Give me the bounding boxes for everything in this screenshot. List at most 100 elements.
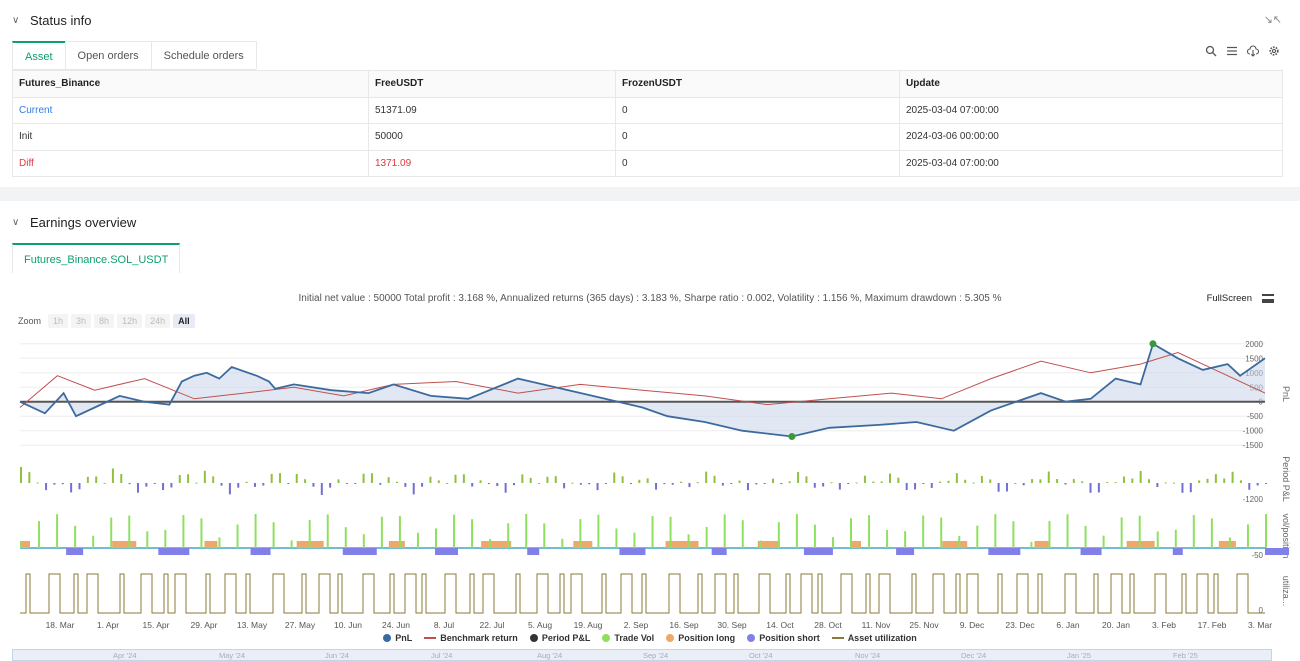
cell-free: 51371.09	[368, 96, 616, 124]
trade-vol-bar	[435, 528, 437, 548]
period-bar	[1181, 483, 1184, 493]
period-bar	[320, 483, 323, 495]
cloud-download-icon[interactable]	[1247, 45, 1259, 57]
period-bar	[170, 483, 173, 488]
period-bar	[905, 483, 908, 490]
col-free-usdt: FreeUSDT	[368, 70, 616, 98]
period-bar	[212, 476, 215, 483]
period-bar	[1114, 482, 1117, 484]
x-tick-label: 28. Oct	[814, 620, 842, 630]
period-bar	[621, 476, 624, 483]
navigator-label: Jan '25	[1067, 651, 1091, 660]
search-icon[interactable]	[1205, 45, 1217, 57]
position-short-bar	[619, 548, 646, 555]
legend-item-period-pnl[interactable]: Period P&L	[529, 633, 590, 643]
zoom-3h-button[interactable]: 3h	[71, 314, 92, 328]
position-long-bar	[757, 541, 780, 548]
period-bar	[270, 473, 273, 483]
period-bar	[1265, 483, 1267, 484]
trade-vol-bar	[1048, 521, 1051, 548]
trade-vol-bar	[1138, 515, 1141, 548]
legend-item-pnl[interactable]: PnL	[383, 633, 412, 643]
pnl-line	[19, 342, 1266, 438]
period-bar	[1139, 471, 1142, 483]
legend-item-position-short[interactable]: Position short	[747, 633, 820, 643]
period-bar	[964, 479, 967, 483]
tab-asset[interactable]: Asset	[12, 41, 66, 69]
trade-vol-bar	[398, 516, 401, 548]
x-tick-label: 17. Feb	[1198, 620, 1227, 630]
pnl-axis-title: PnL	[1281, 386, 1291, 402]
period-bar	[972, 482, 975, 484]
trade-vol-bar	[597, 514, 600, 548]
trade-vol-bar	[958, 535, 961, 548]
period-bar	[1164, 482, 1167, 484]
list-icon[interactable]	[1226, 45, 1238, 57]
y-tick-label: -1200	[1243, 495, 1264, 504]
tab-open-orders[interactable]: Open orders	[64, 41, 152, 69]
legend-item-benchmark[interactable]: Benchmark return	[424, 633, 518, 643]
trade-vol-bar	[651, 516, 654, 548]
period-bar	[1122, 476, 1125, 483]
row-label-current[interactable]: Current	[12, 96, 369, 124]
cell-update: 2025-03-04 07:00:00	[899, 149, 1283, 177]
navigator-label: Sep '24	[643, 651, 669, 660]
period-bar	[78, 483, 81, 490]
position-short-bar	[250, 548, 271, 555]
period-bar	[354, 483, 357, 484]
trade-vol-bar	[976, 525, 979, 548]
period-bar	[153, 483, 156, 484]
tab-futures-sol-usdt[interactable]: Futures_Binance.SOL_USDT	[12, 243, 181, 273]
legend-item-asset-utilization[interactable]: Asset utilization	[831, 633, 917, 643]
menu-icon[interactable]	[1262, 294, 1274, 303]
legend-item-trade-vol[interactable]: Trade Vol	[602, 633, 654, 643]
zoom-8h-button[interactable]: 8h	[94, 314, 115, 328]
trade-vol-bar	[705, 527, 708, 548]
trade-vol-bar	[687, 534, 690, 548]
navigator-label: Jul '24	[431, 651, 453, 660]
zoom-1h-button[interactable]: 1h	[48, 314, 69, 328]
position-long-bar	[20, 541, 30, 548]
col-frozen-usdt: FrozenUSDT	[615, 70, 900, 98]
period-bar	[28, 472, 31, 483]
period-bar	[412, 483, 415, 495]
tab-schedule-orders[interactable]: Schedule orders	[150, 41, 257, 69]
x-tick-label: 27. May	[285, 620, 316, 630]
earnings-chart[interactable]: 2000150010005000-500-1000-1500PnLPeriod …	[0, 201, 1300, 631]
trade-vol-bar	[1066, 514, 1069, 548]
legend-item-position-long[interactable]: Position long	[666, 633, 735, 643]
x-tick-label: 14. Oct	[766, 620, 794, 630]
legend-label: Asset utilization	[847, 633, 917, 643]
zoom-12h-button[interactable]: 12h	[117, 314, 143, 328]
expand-icon[interactable]: ↘↖	[1263, 14, 1282, 26]
fullscreen-button[interactable]: FullScreen	[1206, 293, 1252, 304]
period-bar	[379, 483, 382, 485]
gear-icon[interactable]	[1268, 45, 1280, 57]
period-bar	[629, 483, 632, 484]
x-tick-label: 6. Jan	[1056, 620, 1079, 630]
y-tick-label: 2000	[1245, 340, 1263, 349]
legend-label: Trade Vol	[614, 633, 655, 643]
earnings-section-header[interactable]: ∨ Earnings overview	[12, 215, 136, 230]
min-marker	[788, 433, 796, 441]
trade-vol-bar	[813, 524, 816, 548]
legend-label: Benchmark return	[440, 633, 518, 643]
zoom-24h-button[interactable]: 24h	[145, 314, 171, 328]
x-tick-label: 18. Mar	[46, 620, 75, 630]
x-tick-label: 25. Nov	[909, 620, 939, 630]
period-bar	[61, 483, 64, 485]
trade-vol-bar	[344, 527, 347, 548]
period-bar	[813, 483, 816, 488]
period-bar	[830, 482, 833, 484]
range-navigator[interactable]: Apr '24 May '24 Jun '24 Jul '24 Aug '24 Sep '…	[12, 649, 1272, 661]
period-bar	[863, 475, 866, 483]
pnl-area	[20, 343, 1265, 437]
period-bar	[763, 483, 766, 484]
status-section-header[interactable]: ∨ Status info	[12, 13, 91, 28]
trade-vol-bar	[741, 520, 744, 548]
period-bar	[1214, 474, 1217, 483]
zoom-all-button[interactable]: All	[173, 314, 195, 328]
trade-vol-bar	[507, 523, 510, 548]
period-bar	[1248, 483, 1251, 490]
period-bar	[780, 483, 783, 485]
